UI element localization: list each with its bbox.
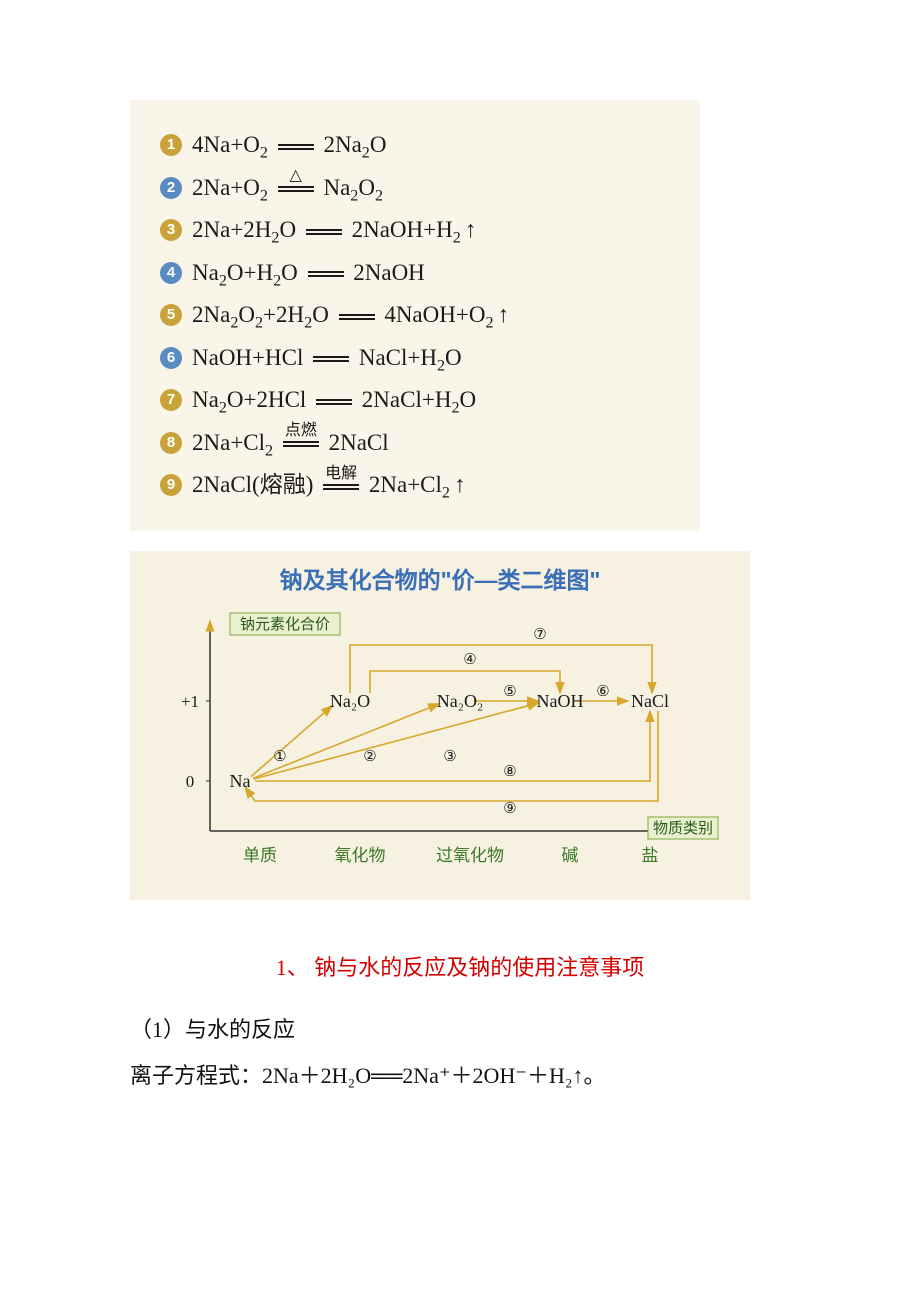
equation-text: Na2O+2HCl 2NaCl+H2O <box>192 383 476 418</box>
valence-class-diagram: 钠及其化合物的"价—类二维图" 钠元素化合价物质类别 +1 0 ① ② ③ ④ ⑤ ⑥ ⑦ ⑧ ⑨ Na… <box>130 551 750 900</box>
svg-text:⑨: ⑨ <box>503 801 516 817</box>
equation-row: 7 Na2O+2HCl 2NaCl+H2O <box>160 383 680 418</box>
equation-text: Na2O+H2O 2NaOH <box>192 256 425 291</box>
svg-text:NaOH: NaOH <box>537 691 584 711</box>
equation-bullet: 8 <box>160 432 182 454</box>
equation-bullet: 3 <box>160 219 182 241</box>
equation-bullet: 6 <box>160 347 182 369</box>
svg-text:Na: Na <box>230 771 251 791</box>
svg-text:NaCl: NaCl <box>631 691 669 711</box>
equation-row: 8 2Na+Cl2 点燃 2NaCl <box>160 426 680 461</box>
equation-text: 2Na+Cl2 点燃 2NaCl <box>192 426 389 461</box>
svg-text:碱: 碱 <box>562 846 579 865</box>
equation-row: 1 4Na+O2 2Na2O <box>160 128 680 163</box>
svg-text:②: ② <box>363 749 376 765</box>
equation-text: 2Na2O2+2H2O 4NaOH+O2↑ <box>192 298 509 333</box>
svg-text:物质类别: 物质类别 <box>653 820 713 837</box>
svg-text:+1: +1 <box>181 692 199 711</box>
svg-text:Na₂O₂: Na₂O₂ <box>437 691 484 711</box>
section-sub1: （1）与水的反应 <box>130 1012 830 1044</box>
svg-text:0: 0 <box>186 772 195 791</box>
document-page: 1 4Na+O2 2Na2O 2 2Na+O2 △ Na2O2 3 2Na+2H2O 2N… <box>0 0 920 1150</box>
ionic-eq: 2Na＋2H₂O══2Na⁺＋2OH⁻＋H₂↑。 <box>262 1063 605 1088</box>
equation-bullet: 1 <box>160 134 182 156</box>
svg-text:⑦: ⑦ <box>533 627 546 643</box>
equation-row: 5 2Na2O2+2H2O 4NaOH+O2↑ <box>160 298 680 333</box>
equation-row: 9 2NaCl(熔融) 电解 2Na+Cl2↑ <box>160 468 680 503</box>
equation-list: 1 4Na+O2 2Na2O 2 2Na+O2 △ Na2O2 3 2Na+2H2O 2N… <box>130 100 700 531</box>
equation-row: 3 2Na+2H2O 2NaOH+H2↑ <box>160 213 680 248</box>
svg-text:⑥: ⑥ <box>596 684 609 700</box>
equation-bullet: 7 <box>160 389 182 411</box>
svg-text:⑤: ⑤ <box>503 684 516 700</box>
equation-text: NaOH+HCl NaCl+H2O <box>192 341 462 376</box>
equation-bullet: 9 <box>160 474 182 496</box>
equation-row: 2 2Na+O2 △ Na2O2 <box>160 171 680 206</box>
ionic-eq-prefix: 离子方程式： <box>130 1063 262 1088</box>
equation-row: 6 NaOH+HCl NaCl+H2O <box>160 341 680 376</box>
svg-text:单质: 单质 <box>243 846 277 865</box>
svg-text:钠元素化合价: 钠元素化合价 <box>240 616 330 633</box>
svg-text:④: ④ <box>463 652 476 668</box>
equation-text: 2NaCl(熔融) 电解 2Na+Cl2↑ <box>192 468 465 503</box>
svg-text:盐: 盐 <box>642 846 659 865</box>
svg-text:①: ① <box>273 749 286 765</box>
equation-bullet: 2 <box>160 177 182 199</box>
diagram-svg: 钠元素化合价物质类别 +1 0 ① ② ③ ④ ⑤ ⑥ ⑦ ⑧ ⑨ Na Na₂O Na₂O₂ NaOH NaC… <box>140 601 740 881</box>
section-ionic-equation: 离子方程式：2Na＋2H₂O══2Na⁺＋2OH⁻＋H₂↑。 <box>130 1058 830 1090</box>
equation-text: 2Na+2H2O 2NaOH+H2↑ <box>192 213 476 248</box>
equation-bullet: 5 <box>160 304 182 326</box>
svg-text:③: ③ <box>443 749 456 765</box>
svg-text:过氧化物: 过氧化物 <box>436 846 504 865</box>
svg-text:氧化物: 氧化物 <box>335 846 386 865</box>
diagram-title: 钠及其化合物的"价—类二维图" <box>140 561 740 595</box>
equation-row: 4 Na2O+H2O 2NaOH <box>160 256 680 291</box>
svg-text:Na₂O: Na₂O <box>330 691 370 711</box>
svg-text:⑧: ⑧ <box>503 764 516 780</box>
equation-bullet: 4 <box>160 262 182 284</box>
equation-text: 4Na+O2 2Na2O <box>192 128 386 163</box>
section-heading: 1、 钠与水的反应及钠的使用注意事项 <box>90 950 830 982</box>
equation-text: 2Na+O2 △ Na2O2 <box>192 171 383 206</box>
